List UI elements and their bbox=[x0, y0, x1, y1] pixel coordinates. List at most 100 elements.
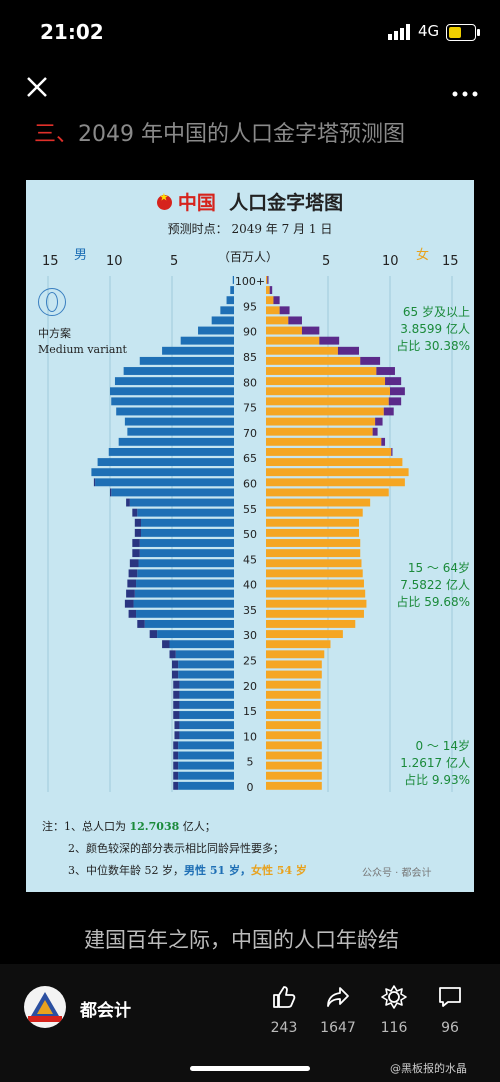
male-excess-age-10 bbox=[174, 731, 180, 740]
female-bar-age-72 bbox=[266, 417, 376, 426]
male-excess-age-24 bbox=[172, 660, 179, 669]
like-button[interactable]: 243 bbox=[262, 984, 306, 1036]
male-excess-age-60 bbox=[93, 478, 96, 487]
female-bar-age-22 bbox=[266, 670, 322, 679]
male-bar-age-26 bbox=[175, 650, 234, 659]
home-indicator bbox=[190, 1066, 310, 1071]
age-tick-45: 45 bbox=[243, 553, 257, 566]
age-tick-10: 10 bbox=[243, 730, 257, 743]
age-tick-5: 5 bbox=[247, 756, 254, 769]
male-bar-age-88 bbox=[180, 336, 234, 345]
female-excess-age-98 bbox=[269, 286, 273, 295]
collect-icon bbox=[372, 984, 416, 1010]
male-bar-age-78 bbox=[110, 387, 234, 396]
avatar[interactable] bbox=[24, 986, 66, 1028]
male-bar-age-84 bbox=[139, 356, 234, 365]
male-excess-age-26 bbox=[169, 650, 176, 659]
male-bar-age-94 bbox=[220, 306, 234, 315]
female-label: 女 bbox=[416, 248, 430, 263]
female-bar-age-56 bbox=[266, 498, 371, 507]
female-bar-age-8 bbox=[266, 741, 322, 750]
female-bar-age-84 bbox=[266, 356, 361, 365]
female-bar-age-50 bbox=[266, 528, 359, 537]
male-bar-age-50 bbox=[141, 528, 234, 537]
female-bar-age-36 bbox=[266, 599, 367, 608]
collect-count: 116 bbox=[380, 1020, 408, 1036]
close-icon[interactable] bbox=[24, 74, 52, 102]
male-bar-age-30 bbox=[157, 630, 234, 639]
group-65plus: 65 岁及以上 3.8599 亿人 占比 30.38% bbox=[396, 305, 470, 353]
male-excess-age-20 bbox=[173, 680, 180, 689]
female-excess-age-72 bbox=[375, 417, 383, 426]
male-excess-age-2 bbox=[173, 771, 179, 780]
poster-notes: 注：1、总人口为 12.7038 亿人； 2、颜色较深的部分表示相比同龄异性要多… bbox=[42, 820, 307, 877]
female-bar-age-46 bbox=[266, 549, 361, 558]
female-bar-age-40 bbox=[266, 579, 364, 588]
male-excess-age-16 bbox=[173, 700, 180, 709]
poster-title: 中国 人口金字塔图 bbox=[26, 188, 474, 215]
female-excess-age-68 bbox=[381, 437, 386, 446]
male-excess-age-54 bbox=[132, 508, 138, 517]
comment-button[interactable]: 96 bbox=[428, 984, 472, 1036]
group-15-64: 15 ～ 64岁 7.5822 亿人 占比 59.68% bbox=[396, 561, 470, 609]
male-bar-age-28 bbox=[169, 640, 234, 649]
tick-left-15: 15 bbox=[42, 254, 59, 269]
tick-right-5: 5 bbox=[322, 254, 331, 269]
collect-button[interactable]: 116 bbox=[372, 984, 416, 1036]
age-tick-20: 20 bbox=[243, 680, 257, 693]
thumbs-up-icon bbox=[262, 984, 306, 1010]
female-excess-age-88 bbox=[319, 336, 340, 345]
male-bar-age-34 bbox=[136, 609, 234, 618]
female-bar-age-78 bbox=[266, 387, 390, 396]
female-excess-age-76 bbox=[388, 397, 402, 406]
bottom-bar bbox=[0, 964, 500, 1082]
female-excess-age-90 bbox=[301, 326, 320, 335]
male-excess-age-28 bbox=[162, 640, 170, 649]
female-bar-age-14 bbox=[266, 711, 321, 719]
female-bar-age-98 bbox=[266, 286, 270, 295]
group-0-14: 0 ～ 14岁 1.2617 亿人 占比 9.93% bbox=[400, 739, 470, 787]
female-bar-age-38 bbox=[266, 589, 366, 598]
male-bar-age-6 bbox=[178, 751, 234, 760]
battery-icon bbox=[446, 24, 480, 41]
more-icon[interactable] bbox=[452, 76, 478, 104]
male-excess-age-40 bbox=[127, 579, 137, 588]
male-bar-age-24 bbox=[178, 660, 234, 669]
male-bar-age-40 bbox=[136, 579, 234, 588]
male-bar-age-52 bbox=[141, 518, 234, 527]
male-bar-age-66 bbox=[108, 448, 234, 456]
male-bar-age-32 bbox=[144, 620, 234, 628]
pyramid-chart: 0 5 10 15 20 25 30 35 40 45 50 55 60 65 70 75 80 85 90 95 10… bbox=[47, 275, 453, 794]
male-excess-age-0 bbox=[173, 781, 179, 790]
tick-left-10: 10 bbox=[106, 254, 123, 269]
female-bar-age-42 bbox=[266, 569, 363, 578]
share-button[interactable]: 1647 bbox=[316, 984, 360, 1036]
male-bar-age-62 bbox=[91, 468, 235, 477]
female-bar-age-82 bbox=[266, 367, 377, 375]
female-bar-age-48 bbox=[266, 539, 361, 547]
share-count: 1647 bbox=[320, 1020, 356, 1036]
unit-label: （百万人） bbox=[218, 250, 279, 264]
un-logo-icon bbox=[38, 288, 66, 316]
tick-right-15: 15 bbox=[442, 254, 459, 269]
female-bar-age-10 bbox=[266, 731, 321, 740]
like-count: 243 bbox=[270, 1020, 298, 1036]
male-excess-age-22 bbox=[172, 670, 179, 679]
female-bar-age-58 bbox=[266, 488, 389, 497]
male-excess-age-42 bbox=[128, 569, 138, 578]
male-bar-age-68 bbox=[118, 437, 234, 446]
credit-watermark: @黑板报的水晶 bbox=[390, 1062, 467, 1075]
female-bar-age-28 bbox=[266, 640, 331, 649]
tick-right-10: 10 bbox=[382, 254, 399, 269]
female-bar-age-34 bbox=[266, 609, 364, 618]
age-tick-75: 75 bbox=[243, 402, 257, 415]
female-bar-age-12 bbox=[266, 721, 321, 730]
male-excess-age-44 bbox=[129, 559, 139, 568]
pyramid-poster[interactable]: 0 5 10 15 20 25 30 35 40 45 50 55 60 65 70 75 80 85 90 95 10… bbox=[26, 180, 474, 892]
male-bar-age-64 bbox=[97, 458, 234, 467]
female-excess-age-92 bbox=[288, 316, 302, 325]
male-bar-age-36 bbox=[133, 599, 234, 608]
male-bar-age-4 bbox=[178, 761, 234, 770]
male-bar-age-18 bbox=[179, 690, 234, 699]
author-name[interactable]: 都会计 bbox=[80, 1001, 131, 1021]
